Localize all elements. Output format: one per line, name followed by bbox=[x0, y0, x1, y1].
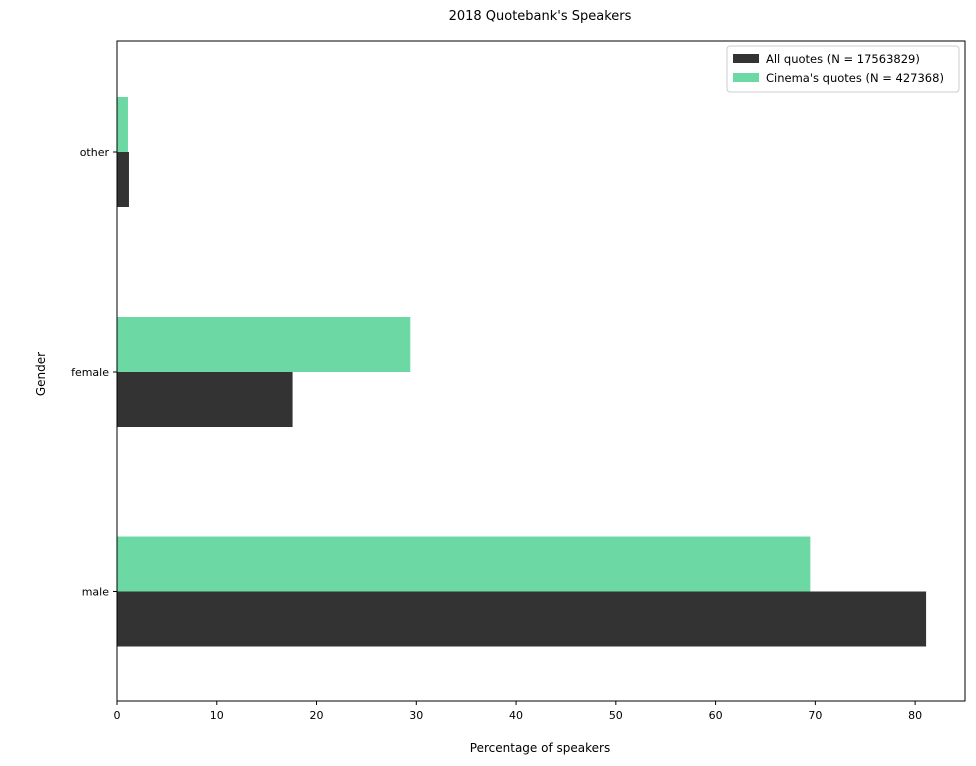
chart-title: 2018 Quotebank's Speakers bbox=[449, 9, 632, 24]
x-tick-label: 10 bbox=[210, 709, 224, 722]
bar-cinema-quotes-male bbox=[117, 536, 811, 592]
y-axis-label: Gender bbox=[34, 352, 48, 396]
x-tick-label: 40 bbox=[509, 709, 523, 722]
y-tick-label-other: other bbox=[80, 146, 110, 159]
bar-cinema-quotes-female bbox=[117, 317, 411, 372]
y-tick-label-female: female bbox=[71, 366, 109, 379]
x-tick-label: 80 bbox=[908, 709, 922, 722]
x-axis-label: Percentage of speakers bbox=[470, 741, 610, 755]
y-axis-ticks: male female other bbox=[71, 146, 117, 599]
x-tick-label: 60 bbox=[709, 709, 723, 722]
bar-all-quotes-female bbox=[117, 372, 293, 427]
bar-cinema-quotes-other bbox=[117, 97, 128, 152]
x-tick-label: 0 bbox=[114, 709, 121, 722]
x-tick-label: 30 bbox=[409, 709, 423, 722]
x-tick-label: 70 bbox=[808, 709, 822, 722]
x-tick-label: 50 bbox=[609, 709, 623, 722]
legend-label-cinema-quotes: Cinema's quotes (N = 427368) bbox=[766, 71, 944, 85]
x-axis-ticks: 0 10 20 30 40 50 60 70 80 bbox=[114, 701, 922, 722]
bars-layer bbox=[117, 97, 927, 647]
legend-label-all-quotes: All quotes (N = 17563829) bbox=[766, 52, 920, 66]
x-tick-label: 20 bbox=[310, 709, 324, 722]
legend: All quotes (N = 17563829) Cinema's quote… bbox=[726, 45, 960, 93]
legend-box bbox=[726, 45, 960, 93]
legend-swatch-cinema-quotes bbox=[733, 73, 759, 82]
bar-all-quotes-male bbox=[117, 591, 927, 647]
plot-frame bbox=[116, 40, 966, 702]
bar-all-quotes-other bbox=[117, 152, 129, 207]
legend-swatch-all-quotes bbox=[733, 54, 759, 63]
y-tick-label-male: male bbox=[82, 586, 110, 599]
